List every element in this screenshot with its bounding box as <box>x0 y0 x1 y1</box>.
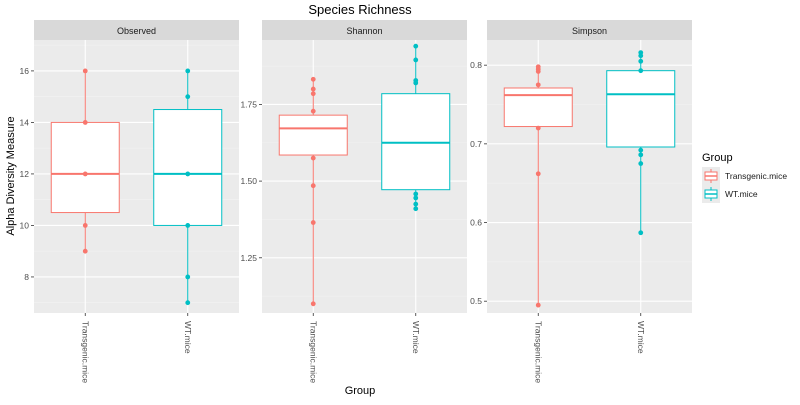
data-point <box>310 155 316 161</box>
data-point <box>535 69 541 74</box>
data-point <box>82 248 88 254</box>
box-transgenic-mice <box>503 64 573 308</box>
y-tick-label: 14 <box>20 117 30 127</box>
data-point <box>638 58 644 64</box>
data-point <box>413 201 419 207</box>
data-point <box>310 76 316 82</box>
x-tick-label: Transgenic.mice <box>308 321 318 383</box>
data-point <box>413 206 419 212</box>
box-body <box>381 93 451 191</box>
box-wt-mice <box>381 43 451 212</box>
facet-strip-label: Simpson <box>572 26 607 36</box>
data-point <box>310 91 316 97</box>
data-point <box>82 171 88 177</box>
data-point <box>185 171 191 177</box>
box-body <box>50 121 120 214</box>
y-tick-label: 1.75 <box>240 99 257 109</box>
data-point <box>638 230 644 236</box>
legend-entry-transgenic-mice: Transgenic.mice <box>702 167 787 185</box>
x-tick-label: WT.mice <box>636 321 646 354</box>
data-point <box>185 274 191 280</box>
data-point <box>185 94 191 100</box>
facet-panel-shannon: Shannon 1.25 1.50 1.75 Transgenic.mice WT.mic… <box>240 20 467 383</box>
facet-panel-observed: Observed 8 10 12 14 16 Transgenic.mice WT.mice <box>20 20 239 383</box>
data-point <box>82 68 88 74</box>
data-point <box>535 171 541 177</box>
x-axis-label: Group <box>345 385 376 397</box>
x-tick-label: Transgenic.mice <box>80 321 90 383</box>
data-point <box>535 302 541 308</box>
y-axis-label: Alpha Diversity Measure <box>5 116 17 235</box>
y-tick-label: 0.6 <box>470 218 482 228</box>
data-point <box>413 195 419 201</box>
data-point <box>310 86 316 92</box>
box-wt-mice <box>606 50 676 236</box>
data-point <box>310 183 316 189</box>
facet-strip-label: Observed <box>117 26 156 36</box>
legend-title: Group <box>702 152 733 164</box>
legend-entry-label: Transgenic.mice <box>725 171 787 181</box>
data-point <box>638 161 644 166</box>
data-point <box>413 80 419 86</box>
box-body <box>153 109 223 226</box>
x-tick-label: WT.mice <box>411 321 421 354</box>
data-point <box>310 108 316 114</box>
data-point <box>82 223 88 228</box>
data-point <box>82 120 88 125</box>
data-point <box>413 43 419 49</box>
y-tick-label: 8 <box>24 272 29 282</box>
data-point <box>535 82 541 88</box>
data-point <box>413 57 419 63</box>
data-point <box>310 301 316 307</box>
y-tick-label: 12 <box>20 169 30 179</box>
box-transgenic-mice <box>278 76 348 307</box>
y-tick-label: 16 <box>20 66 30 76</box>
y-tick-label: 10 <box>20 220 30 230</box>
data-point <box>185 300 191 306</box>
data-point <box>413 191 419 197</box>
box-transgenic-mice <box>50 68 120 254</box>
y-tick-label: 0.8 <box>470 60 482 70</box>
data-point <box>185 223 191 228</box>
legend-entry-wt-mice: WT.mice <box>702 185 758 203</box>
data-point <box>185 68 191 74</box>
y-tick-label: 1.25 <box>240 253 257 263</box>
facet-strip <box>34 20 239 40</box>
y-tick-label: 1.50 <box>240 176 257 186</box>
y-tick-label: 0.5 <box>470 296 482 306</box>
data-point <box>535 125 541 131</box>
box-wt-mice <box>153 68 223 306</box>
data-point <box>638 147 644 153</box>
box-body <box>503 87 573 128</box>
x-tick-label: Transgenic.mice <box>533 321 543 383</box>
data-point <box>310 220 316 225</box>
facet-strip <box>487 20 692 40</box>
facet-panel-simpson: Simpson 0.5 0.6 0.7 0.8 Transgenic.mice WT.mic… <box>470 20 692 383</box>
y-tick-label: 0.7 <box>470 139 482 149</box>
box-body <box>278 114 348 156</box>
legend: Group Transgenic.mice WT.mice <box>702 152 787 203</box>
data-point <box>638 68 644 74</box>
data-point <box>638 53 644 59</box>
facet-strip-label: Shannon <box>346 26 382 36</box>
box-body <box>606 70 676 148</box>
legend-entry-label: WT.mice <box>725 189 758 199</box>
chart-title: Species Richness <box>308 2 412 17</box>
x-tick-label: WT.mice <box>183 321 193 354</box>
facet-strip <box>262 20 467 40</box>
data-point <box>638 152 644 158</box>
